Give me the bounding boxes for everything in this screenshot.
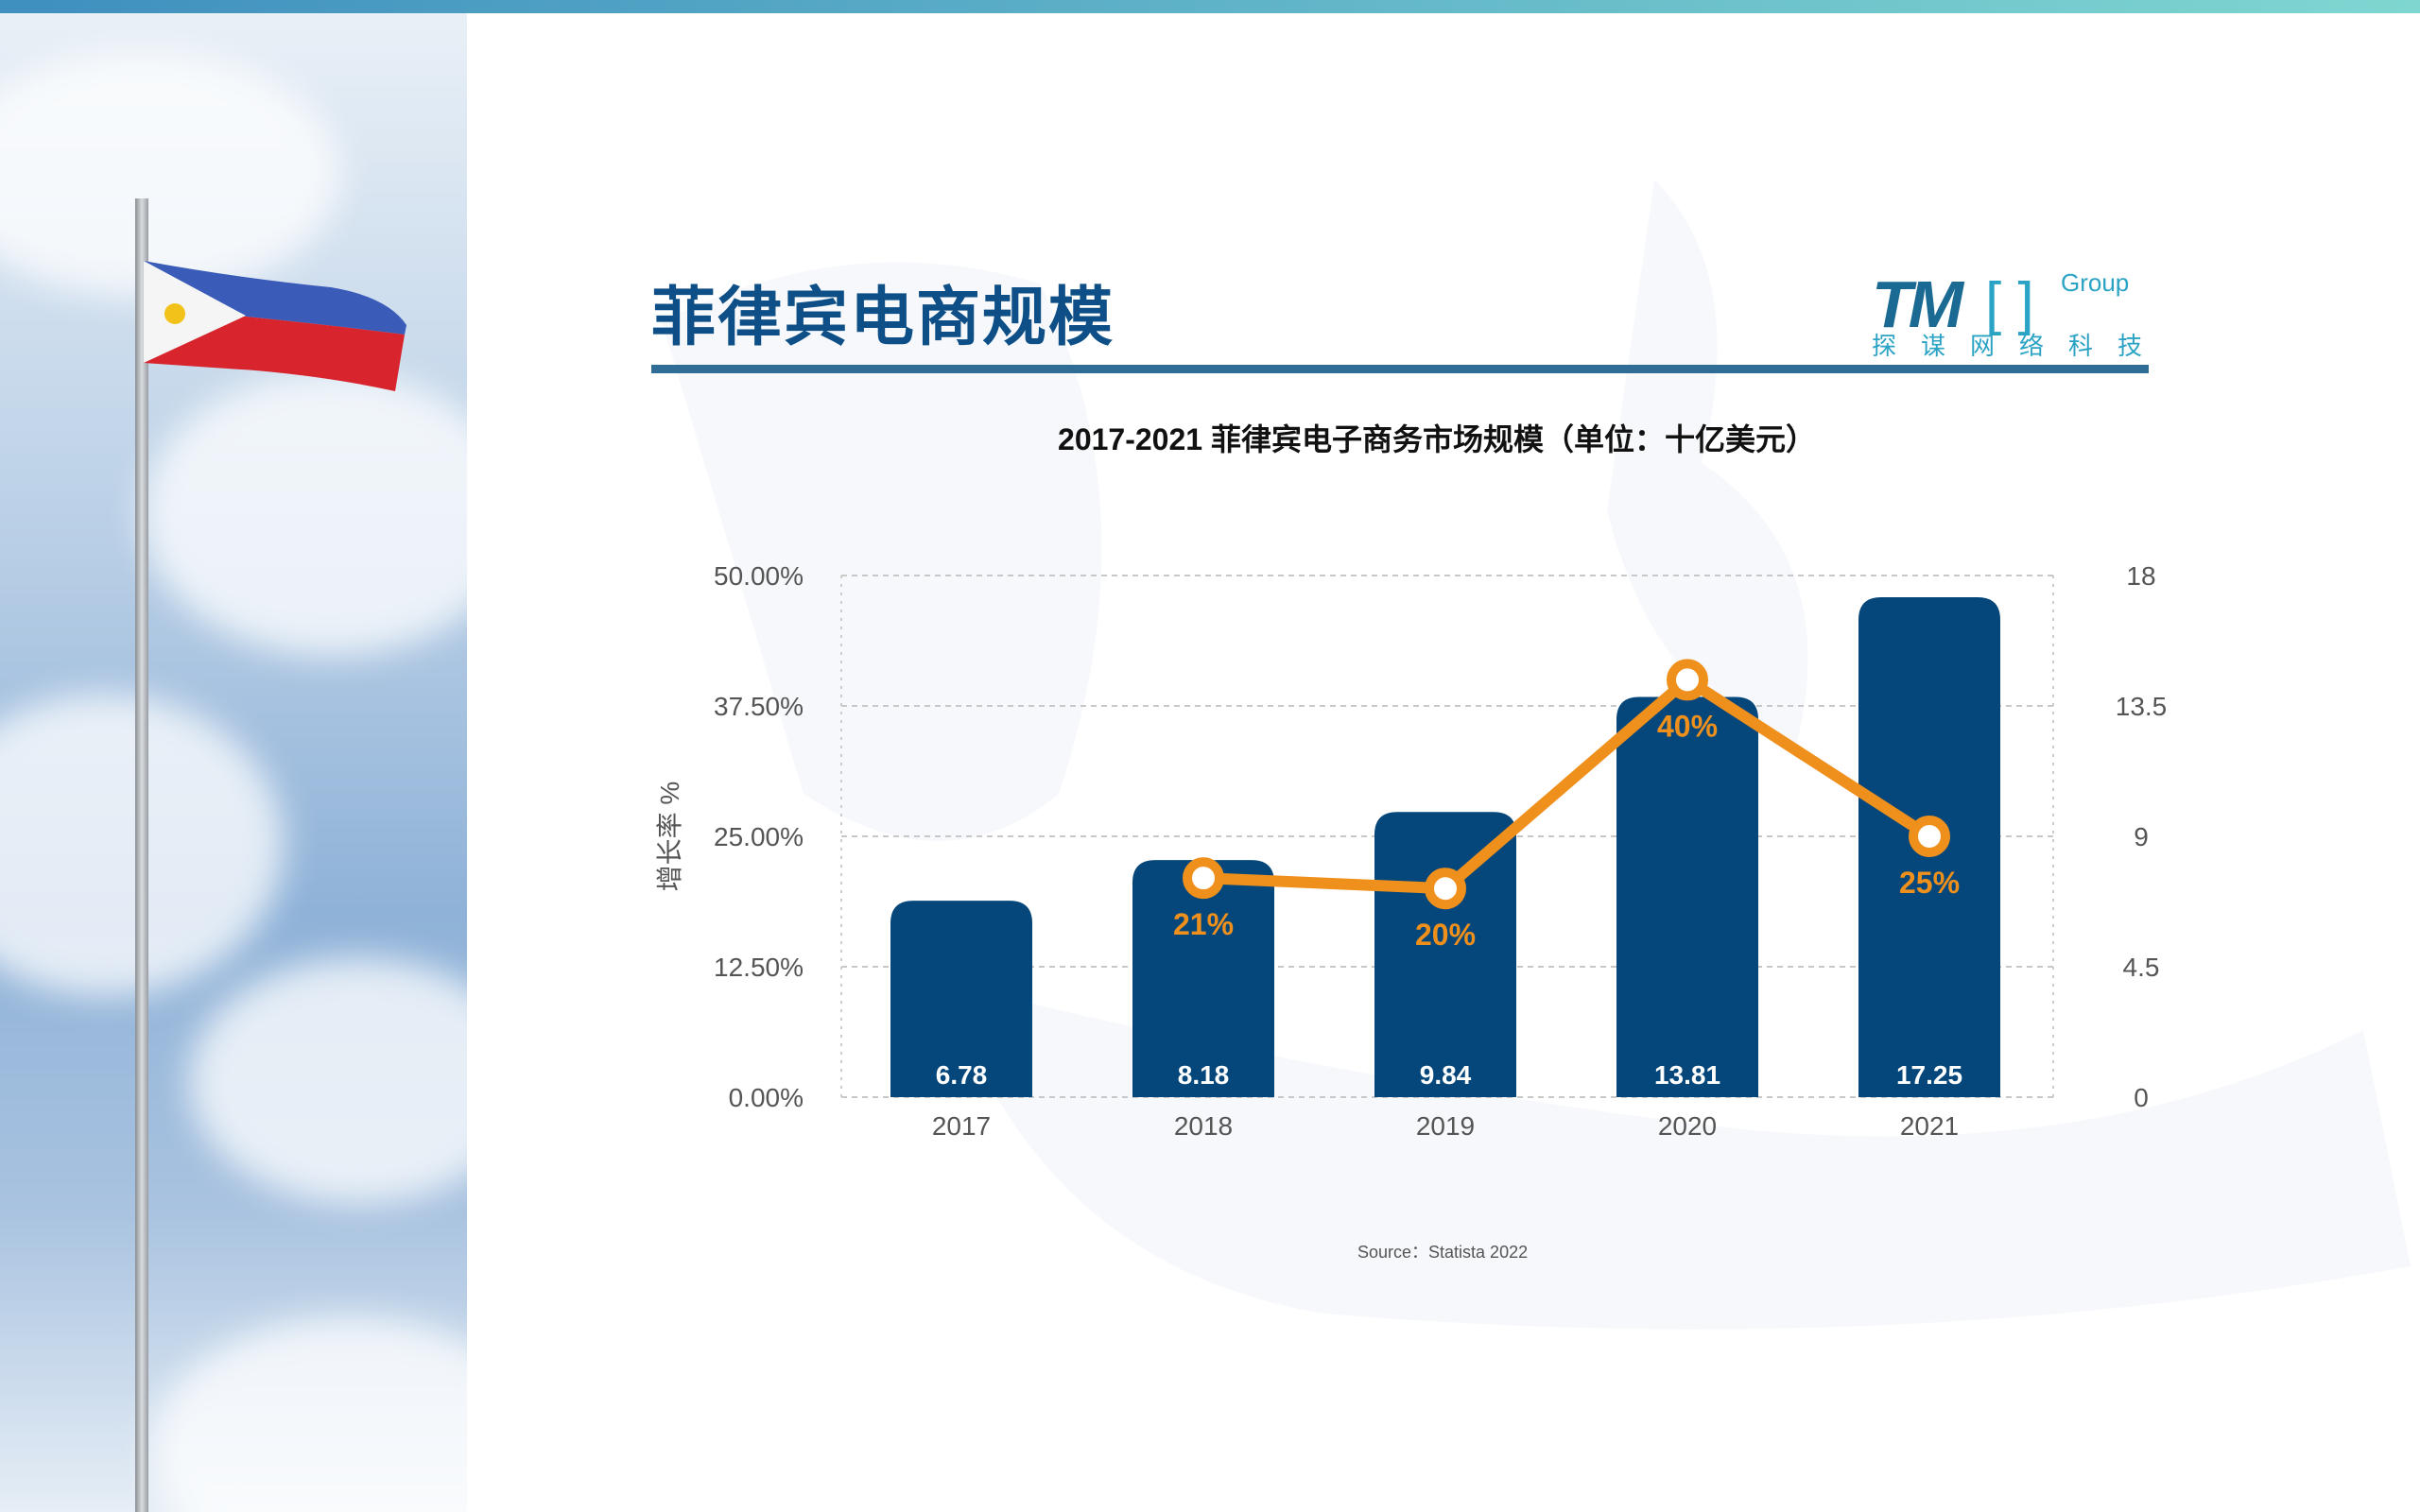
growth-point xyxy=(1183,857,1224,900)
flagpole xyxy=(135,198,148,1512)
right-tick-label: 9 xyxy=(2134,822,2149,851)
growth-line xyxy=(1202,674,1933,895)
growth-point xyxy=(1425,868,1466,910)
flag-photo xyxy=(0,13,467,1512)
chart-title: 2017-2021 菲律宾电子商务市场规模（单位：十亿美元） xyxy=(1058,422,1816,456)
left-tick-label: 12.50% xyxy=(714,953,804,982)
bar xyxy=(1132,860,1274,1097)
growth-label: 21% xyxy=(1173,907,1234,941)
right-tick-label: 13.5 xyxy=(2116,692,2168,721)
x-tick-label: 2019 xyxy=(1416,1111,1475,1141)
page-title: 菲律宾电商规模 xyxy=(651,282,1115,353)
x-tick-label: 2020 xyxy=(1658,1111,1717,1141)
bar xyxy=(890,901,1032,1097)
left-tick-label: 0.00% xyxy=(729,1083,804,1112)
growth-label: 20% xyxy=(1415,918,1476,952)
right-tick-label: 4.5 xyxy=(2123,953,2160,982)
growth-point xyxy=(1909,816,1950,857)
bar-value-label: 13.81 xyxy=(1654,1060,1720,1090)
bar-value-label: 9.84 xyxy=(1420,1060,1472,1090)
bar-value-label: 17.25 xyxy=(1896,1060,1962,1090)
y-axis-label: 增长率 % xyxy=(655,782,684,892)
left-tick-label: 25.00% xyxy=(714,822,804,851)
right-tick-label: 18 xyxy=(2126,561,2155,591)
x-tick-label: 2018 xyxy=(1174,1111,1233,1141)
source-note: Source：Statista 2022 xyxy=(1357,1243,1529,1262)
x-tick-label: 2017 xyxy=(932,1111,991,1141)
growth-label: 25% xyxy=(1899,866,1960,900)
bar-value-label: 8.18 xyxy=(1178,1060,1230,1090)
left-tick-label: 50.00% xyxy=(714,561,804,591)
background-map xyxy=(662,180,2411,1330)
tmo-group-logo: TM [ ] Group 探谋网络科技 xyxy=(1872,267,2168,360)
top-accent-bar xyxy=(0,0,2420,13)
philippine-flag-icon xyxy=(144,261,406,391)
growth-label: 40% xyxy=(1657,709,1718,743)
x-tick-label: 2021 xyxy=(1900,1111,1959,1141)
bar xyxy=(1374,812,1516,1097)
left-tick-label: 37.50% xyxy=(714,692,804,721)
right-tick-label: 0 xyxy=(2134,1083,2149,1112)
title-underline xyxy=(651,365,2149,373)
bar-value-label: 6.78 xyxy=(936,1060,988,1090)
bar xyxy=(1616,696,1758,1097)
growth-point xyxy=(1667,659,1708,701)
